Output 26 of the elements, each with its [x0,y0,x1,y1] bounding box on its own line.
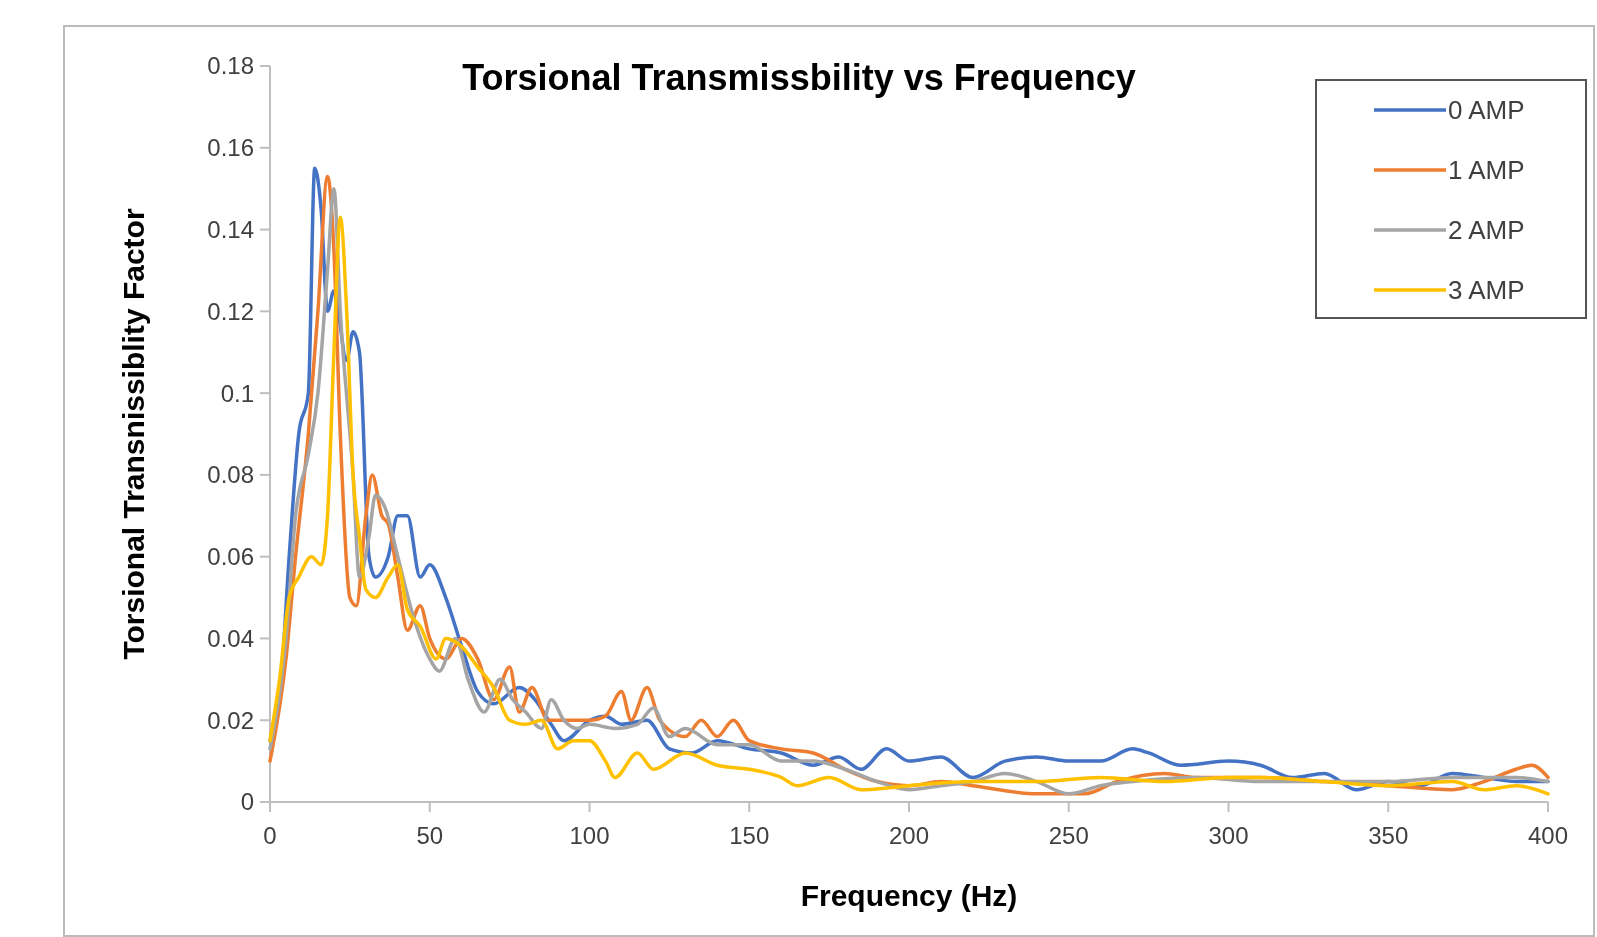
y-tick-label: 0.08 [207,461,254,489]
y-axis-title: Torsional Transnissiblity Factor [117,208,150,660]
y-tick-label: 0.12 [207,297,254,325]
x-tick-label: 250 [1048,822,1089,849]
x-tick-label: 350 [1368,822,1409,849]
x-tick-label: 50 [416,822,444,849]
y-tick-label: 0.04 [207,624,254,652]
y-tick-label: 0.16 [207,134,254,162]
x-tick-label: 100 [569,822,610,849]
x-tick-label: 0 [263,822,277,849]
y-tick-label: 0.1 [220,379,254,407]
x-tick-label: 150 [729,822,770,849]
x-axis-title: Frequency (Hz) [800,879,1018,912]
legend-label: 1 AMP [1448,155,1525,186]
legend-label: 2 AMP [1448,215,1525,246]
y-tick-label: 0.02 [207,706,254,734]
y-tick-label: 0.14 [207,215,254,243]
chart-title: Torsional Transmissbility vs Frequency [462,57,1136,98]
x-tick-label: 300 [1208,822,1249,849]
y-tick-label: 0.18 [207,52,254,80]
x-tick-label: 200 [888,822,930,849]
y-tick-label: 0 [240,788,254,816]
legend-label: 0 AMP [1448,95,1525,126]
x-tick-label: 400 [1527,822,1569,849]
legend-label: 3 AMP [1448,275,1525,306]
y-tick-label: 0.06 [207,543,254,571]
